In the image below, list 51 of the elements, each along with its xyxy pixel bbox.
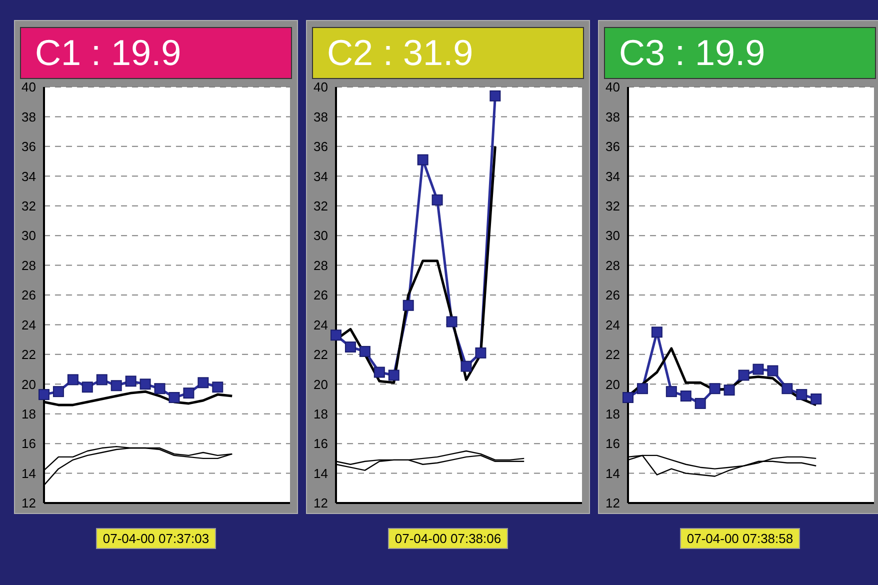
y-tick-label: 32 <box>314 198 328 214</box>
y-tick-label: 24 <box>22 317 36 332</box>
y-tick-label: 12 <box>314 496 328 511</box>
y-tick-label: 34 <box>22 168 36 184</box>
y-tick-label: 18 <box>22 406 36 422</box>
y-tick-label: 22 <box>314 347 328 362</box>
y-tick-label: 32 <box>22 198 36 214</box>
y-tick-label: 38 <box>314 109 328 124</box>
y-tick-label: 18 <box>606 406 620 422</box>
y-tick-label: 12 <box>606 496 620 511</box>
y-tick-label: 34 <box>314 168 328 184</box>
y-tick-label: 26 <box>22 288 36 303</box>
text: 07-04-00 07:37:03 <box>96 528 216 549</box>
y-tick-label: 30 <box>606 228 620 244</box>
chart-title: C3 : 19.9 <box>604 27 876 79</box>
y-tick-label: 28 <box>22 258 36 273</box>
y-tick-label: 38 <box>606 109 620 124</box>
chart-title: C1 : 19.9 <box>20 27 292 79</box>
y-tick-label: 36 <box>314 139 328 154</box>
y-tick-label: 20 <box>606 376 620 392</box>
y-tick-label: 32 <box>606 198 620 214</box>
y-tick-label: 22 <box>606 347 620 362</box>
y-tick-label: 34 <box>606 168 620 184</box>
y-tick-label: 14 <box>606 466 620 481</box>
y-tick-label: 22 <box>22 347 36 362</box>
y-tick-label: 38 <box>22 109 36 124</box>
y-tick-label: 18 <box>314 406 328 422</box>
chart-title: C2 : 31.9 <box>312 27 584 79</box>
y-tick-label: 16 <box>606 436 620 452</box>
y-tick-label: 24 <box>606 317 620 332</box>
y-tick-label: 28 <box>314 258 328 273</box>
text: 07-04-00 07:38:58 <box>680 528 800 549</box>
y-tick-label: 16 <box>314 436 328 452</box>
y-tick-label: 16 <box>22 436 36 452</box>
y-tick-label: 30 <box>22 228 36 244</box>
y-tick-label: 12 <box>22 496 36 511</box>
y-tick-label: 24 <box>314 317 328 332</box>
y-tick-label: 40 <box>22 80 36 95</box>
y-tick-label: 36 <box>22 139 36 154</box>
y-tick-label: 40 <box>314 80 328 95</box>
y-tick-label: 20 <box>314 376 328 392</box>
y-tick-label: 40 <box>606 80 620 95</box>
y-tick-label: 36 <box>606 139 620 154</box>
y-tick-label: 14 <box>314 466 328 481</box>
y-tick-label: 20 <box>22 376 36 392</box>
y-tick-label: 28 <box>606 258 620 273</box>
text: 07-04-00 07:38:06 <box>388 528 508 549</box>
y-tick-label: 14 <box>22 466 36 481</box>
y-tick-label: 30 <box>314 228 328 244</box>
y-tick-label: 26 <box>314 288 328 303</box>
y-tick-label: 26 <box>606 288 620 303</box>
